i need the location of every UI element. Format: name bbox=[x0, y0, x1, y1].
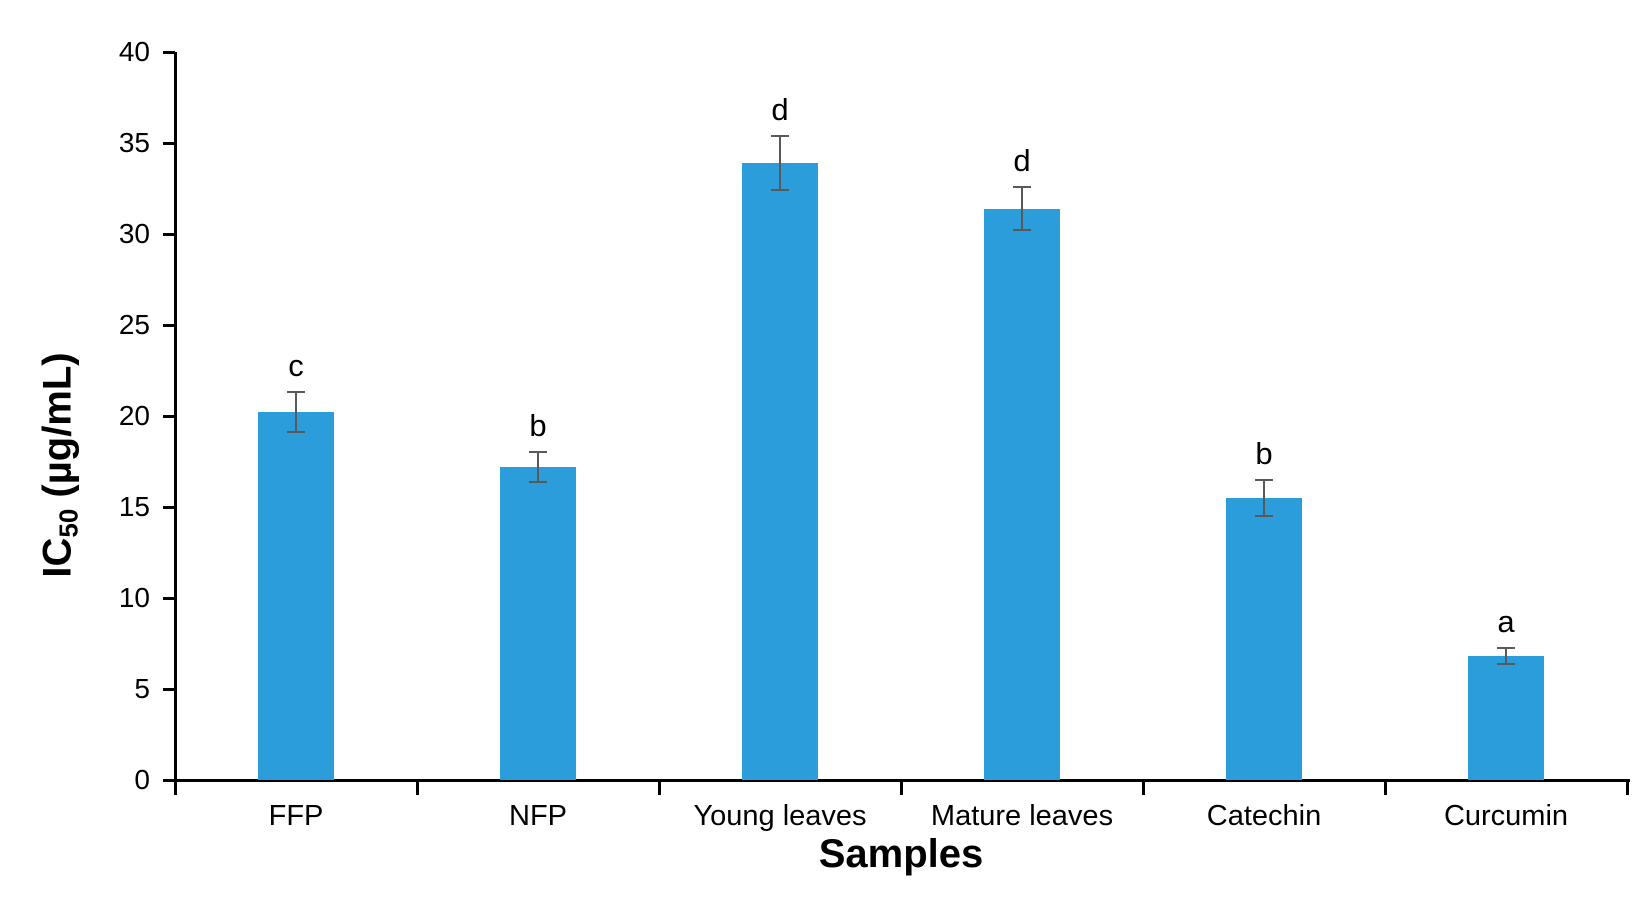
error-bar-cap-top-young-leaves bbox=[771, 134, 789, 137]
y-tick-mark bbox=[163, 232, 175, 236]
error-bar-mature-leaves bbox=[1021, 186, 1023, 231]
error-bar-cap-bottom-nfp bbox=[529, 480, 547, 483]
x-tick-label-catechin: Catechin bbox=[1206, 800, 1322, 832]
y-tick-label: 5 bbox=[134, 673, 150, 704]
error-bar-cap-bottom-ffp bbox=[287, 431, 305, 434]
x-tick-mark bbox=[899, 780, 903, 795]
error-bar-cap-top-curcumin bbox=[1497, 647, 1515, 650]
y-tick-mark bbox=[163, 323, 175, 327]
y-axis-title-main: IC bbox=[35, 537, 80, 578]
x-axis-line bbox=[163, 778, 1630, 782]
bar-nfp bbox=[500, 466, 576, 780]
bar-mature-leaves bbox=[984, 208, 1060, 780]
y-tick-mark bbox=[163, 414, 175, 418]
error-bar-catechin bbox=[1263, 479, 1265, 517]
y-tick-label: 0 bbox=[134, 764, 150, 795]
x-tick-label-nfp: NFP bbox=[509, 800, 567, 832]
bar-young-leaves bbox=[742, 163, 818, 780]
x-axis-title: Samples bbox=[818, 832, 984, 876]
error-bar-cap-top-nfp bbox=[529, 451, 547, 454]
y-axis-line bbox=[173, 52, 177, 795]
error-bar-cap-top-mature-leaves bbox=[1013, 185, 1031, 188]
bar-curcumin bbox=[1468, 656, 1544, 780]
y-tick-mark bbox=[163, 505, 175, 509]
error-bar-ffp bbox=[295, 392, 297, 433]
x-tick-label-ffp: FFP bbox=[268, 800, 324, 832]
error-bar-cap-top-catechin bbox=[1255, 478, 1273, 481]
y-tick-mark bbox=[163, 778, 175, 782]
y-tick-mark bbox=[163, 687, 175, 691]
sig-letter-catechin: b bbox=[1255, 435, 1273, 471]
bar-catechin bbox=[1226, 497, 1302, 780]
y-tick-label: 10 bbox=[118, 582, 150, 613]
y-tick-label: 25 bbox=[118, 309, 150, 340]
sig-letter-curcumin: a bbox=[1497, 604, 1515, 640]
x-tick-mark bbox=[1383, 780, 1387, 795]
y-tick-mark bbox=[163, 141, 175, 145]
bar-ffp bbox=[258, 412, 334, 780]
y-axis-title-units: (µg/mL) bbox=[35, 352, 80, 509]
x-tick-mark bbox=[657, 780, 661, 795]
x-tick-label-curcumin: Curcumin bbox=[1443, 800, 1569, 832]
sig-letter-nfp: b bbox=[529, 408, 547, 444]
x-tick-mark bbox=[415, 780, 419, 795]
y-tick-mark bbox=[163, 50, 175, 54]
x-tick-mark bbox=[1141, 780, 1145, 795]
error-bar-young-leaves bbox=[779, 135, 781, 191]
error-bar-curcumin bbox=[1505, 648, 1507, 665]
y-axis-title: IC50 (µg/mL) bbox=[35, 352, 84, 578]
y-tick-label: 30 bbox=[118, 218, 150, 249]
y-tick-label: 40 bbox=[118, 36, 150, 67]
error-bar-cap-bottom-catechin bbox=[1255, 515, 1273, 518]
y-tick-label: 20 bbox=[118, 400, 150, 431]
x-tick-label-mature-leaves: Mature leaves bbox=[930, 800, 1114, 832]
y-tick-mark bbox=[163, 596, 175, 600]
sig-letter-mature-leaves: d bbox=[1013, 142, 1031, 178]
y-tick-label: 15 bbox=[118, 491, 150, 522]
sig-letter-young-leaves: d bbox=[771, 91, 789, 127]
x-tick-label-young-leaves: Young leaves bbox=[693, 800, 867, 832]
error-bar-cap-top-ffp bbox=[287, 391, 305, 394]
error-bar-cap-bottom-mature-leaves bbox=[1013, 229, 1031, 232]
y-tick-label: 35 bbox=[118, 127, 150, 158]
y-axis-title-subscript: 50 bbox=[53, 508, 84, 538]
error-bar-cap-bottom-curcumin bbox=[1497, 663, 1515, 666]
sig-letter-ffp: c bbox=[288, 348, 304, 384]
x-tick-mark bbox=[173, 780, 177, 795]
error-bar-cap-bottom-young-leaves bbox=[771, 189, 789, 192]
x-tick-mark bbox=[1625, 780, 1629, 795]
error-bar-nfp bbox=[537, 452, 539, 482]
